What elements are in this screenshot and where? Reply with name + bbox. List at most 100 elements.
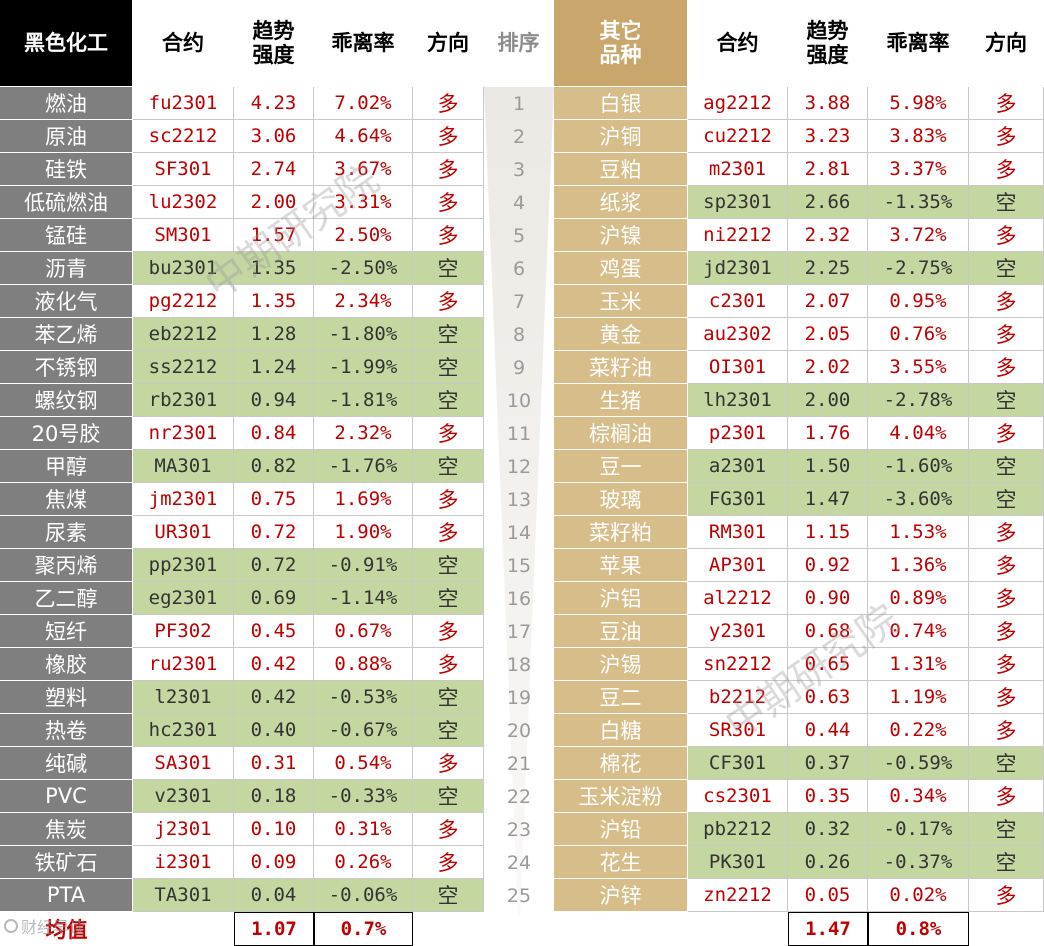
rank-number: 12 xyxy=(506,455,532,478)
right-contract: jd2301 xyxy=(688,252,788,285)
right-deviation: -2.75% xyxy=(868,252,969,285)
right-category-header: 其它 品种 xyxy=(554,0,688,87)
right-strength: 0.68 xyxy=(788,615,868,648)
left-strength: 0.18 xyxy=(234,780,314,813)
rank-number: 14 xyxy=(506,521,532,544)
average-blank xyxy=(133,912,234,946)
rank-number: 22 xyxy=(506,785,532,808)
right-variety-name: 沪铝 xyxy=(554,582,688,615)
right-deviation: 0.22% xyxy=(868,714,969,747)
right-contract: RM301 xyxy=(688,516,788,549)
right-variety-name: 豆粕 xyxy=(554,153,688,186)
left-strength: 0.69 xyxy=(234,582,314,615)
right-strength: 2.07 xyxy=(788,285,868,318)
right-direction: 多 xyxy=(969,879,1044,912)
left-variety-name: 短纤 xyxy=(0,615,133,648)
rank-number: 18 xyxy=(506,653,532,676)
left-deviation: 3.67% xyxy=(314,153,413,186)
left-variety-name: 尿素 xyxy=(0,516,133,549)
left-average-deviation: 0.7% xyxy=(314,912,413,946)
left-variety-name: 原油 xyxy=(0,120,133,153)
right-deviation: 3.83% xyxy=(868,120,969,153)
contract-header: 合约 xyxy=(133,0,234,87)
right-deviation: 0.76% xyxy=(868,318,969,351)
right-direction: 空 xyxy=(969,186,1044,219)
right-deviation: 3.55% xyxy=(868,351,969,384)
left-direction: 多 xyxy=(413,516,484,549)
left-deviation: 2.34% xyxy=(314,285,413,318)
logo-icon xyxy=(4,919,18,933)
left-deviation: 0.88% xyxy=(314,648,413,681)
left-variety-name: 燃油 xyxy=(0,87,133,120)
left-strength: 0.94 xyxy=(234,384,314,417)
right-deviation: 5.98% xyxy=(868,87,969,120)
left-variety-name: 焦炭 xyxy=(0,813,133,846)
left-deviation: 0.54% xyxy=(314,747,413,780)
left-contract: eb2212 xyxy=(133,318,234,351)
right-direction: 多 xyxy=(969,120,1044,153)
right-deviation: 1.53% xyxy=(868,516,969,549)
left-contract: i2301 xyxy=(133,846,234,879)
left-strength: 0.40 xyxy=(234,714,314,747)
strength-header: 趋势 强度 xyxy=(234,0,314,87)
right-contract: ni2212 xyxy=(688,219,788,252)
left-direction: 多 xyxy=(413,285,484,318)
left-variety-name: 焦煤 xyxy=(0,483,133,516)
deviation-header: 乖离率 xyxy=(314,0,413,87)
left-deviation: 0.26% xyxy=(314,846,413,879)
left-strength: 0.10 xyxy=(234,813,314,846)
right-variety-name: 豆二 xyxy=(554,681,688,714)
rank-number: 4 xyxy=(512,191,526,214)
rank-header: 排序 xyxy=(484,0,554,87)
right-contract: p2301 xyxy=(688,417,788,450)
left-strength: 0.04 xyxy=(234,879,314,912)
right-contract: y2301 xyxy=(688,615,788,648)
left-deviation: 2.32% xyxy=(314,417,413,450)
right-contract: cs2301 xyxy=(688,780,788,813)
right-direction: 多 xyxy=(969,615,1044,648)
right-direction: 多 xyxy=(969,582,1044,615)
left-strength: 2.74 xyxy=(234,153,314,186)
left-variety-name: 锰硅 xyxy=(0,219,133,252)
right-strength: 0.92 xyxy=(788,549,868,582)
right-variety-name: 沪铜 xyxy=(554,120,688,153)
left-contract: ru2301 xyxy=(133,648,234,681)
right-direction: 多 xyxy=(969,780,1044,813)
right-variety-name: 白银 xyxy=(554,87,688,120)
left-variety-name: 乙二醇 xyxy=(0,582,133,615)
right-strength: 0.63 xyxy=(788,681,868,714)
right-direction: 空 xyxy=(969,384,1044,417)
corner-mark: 财经早读 xyxy=(4,914,85,938)
left-variety-name: 螺纹钢 xyxy=(0,384,133,417)
left-direction: 多 xyxy=(413,120,484,153)
right-contract: ag2212 xyxy=(688,87,788,120)
left-direction: 空 xyxy=(413,780,484,813)
average-label: 均值 xyxy=(0,912,133,946)
left-deviation: 1.90% xyxy=(314,516,413,549)
left-contract: UR301 xyxy=(133,516,234,549)
direction-header: 方向 xyxy=(413,0,484,87)
right-deviation: 3.72% xyxy=(868,219,969,252)
left-strength: 2.00 xyxy=(234,186,314,219)
right-direction: 空 xyxy=(969,846,1044,879)
left-variety-name: PVC xyxy=(0,780,133,813)
left-strength: 1.24 xyxy=(234,351,314,384)
right-strength: 0.37 xyxy=(788,747,868,780)
right-variety-name: 菜籽油 xyxy=(554,351,688,384)
left-strength: 0.75 xyxy=(234,483,314,516)
left-strength: 1.35 xyxy=(234,252,314,285)
right-deviation: -0.17% xyxy=(868,813,969,846)
right-variety-name: 沪锌 xyxy=(554,879,688,912)
right-contract: CF301 xyxy=(688,747,788,780)
right-strength: 2.25 xyxy=(788,252,868,285)
right-contract: OI301 xyxy=(688,351,788,384)
rank-number: 8 xyxy=(512,323,526,346)
left-variety-name: 硅铁 xyxy=(0,153,133,186)
left-variety-name: 橡胶 xyxy=(0,648,133,681)
right-strength: 3.23 xyxy=(788,120,868,153)
left-strength: 1.28 xyxy=(234,318,314,351)
right-direction: 空 xyxy=(969,747,1044,780)
right-variety-name: 菜籽粕 xyxy=(554,516,688,549)
right-deviation: 0.95% xyxy=(868,285,969,318)
right-direction: 空 xyxy=(969,813,1044,846)
